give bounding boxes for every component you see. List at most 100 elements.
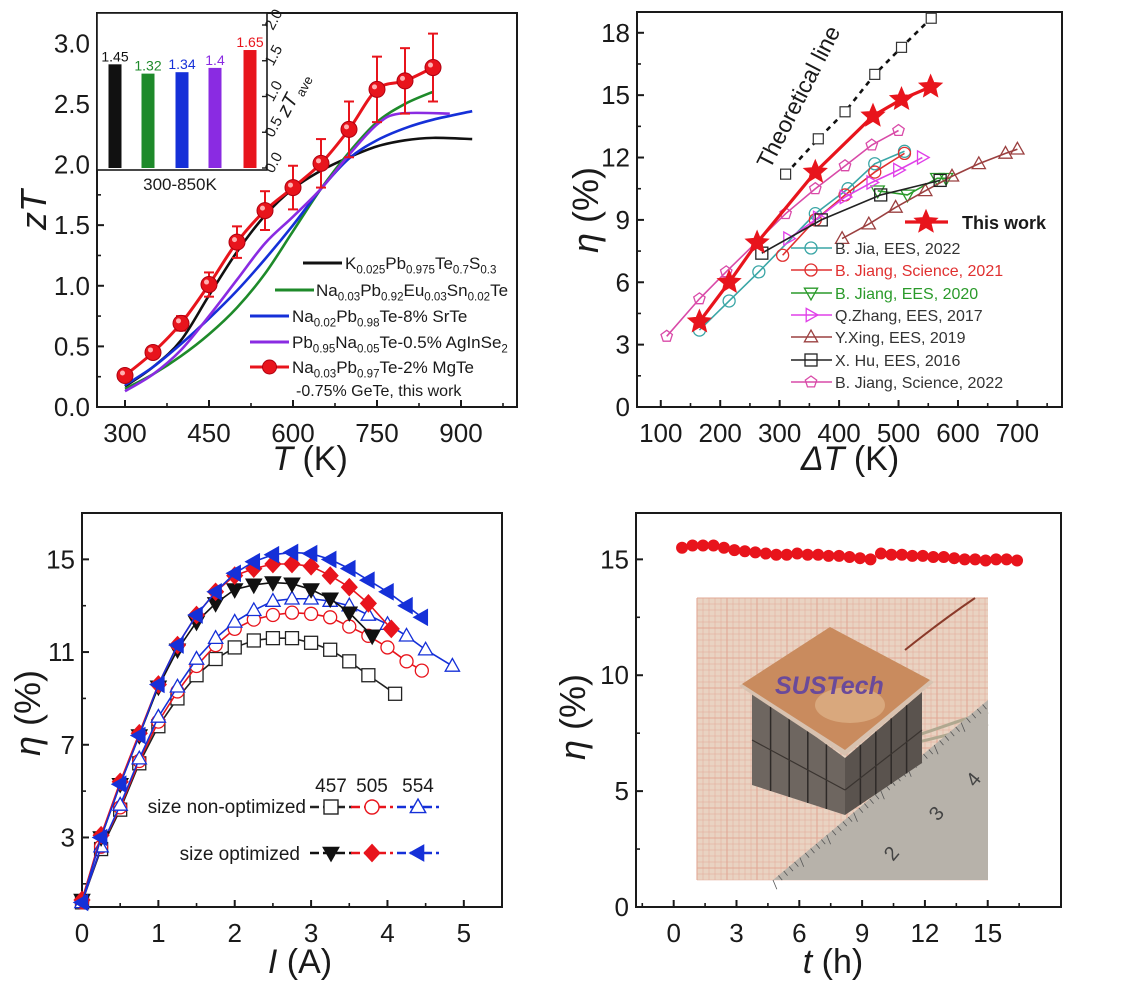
x-tick-label: 6 (792, 918, 806, 948)
legend-label: B. Jiang, Science, 2021 (835, 263, 1003, 280)
data-point-marker (227, 640, 242, 655)
legend-marker (803, 287, 819, 302)
ruler-tick (853, 812, 858, 822)
inset-bar-chart: 0.00.51.01.52.01.451.32 1.34 1.41.65300-85… (96, 6, 316, 194)
ruler-tick (976, 708, 982, 714)
legend-label: Pb0.95Na0.05Te-0.5% AgInSe2 (292, 333, 508, 355)
x-tick-label: 0 (75, 918, 89, 948)
data-point-marker (838, 158, 852, 172)
ruler-tick (810, 848, 815, 854)
data-point-marker (895, 548, 908, 561)
y-tick-label: 10 (600, 660, 629, 690)
legend-marker (804, 241, 818, 255)
legend-marker (262, 359, 277, 375)
ruler-tick (966, 717, 971, 723)
data-point-marker (360, 606, 377, 621)
marker-highlight (260, 205, 265, 211)
theoretical-marker (925, 12, 937, 24)
data-point-marker (244, 552, 261, 571)
data-point-marker (744, 229, 770, 254)
data-point-marker (169, 677, 186, 693)
data-point-marker (397, 596, 413, 615)
ruler-tick (869, 798, 874, 804)
ruler-tick (799, 857, 805, 867)
data-point-marker (1000, 553, 1013, 566)
data-point-marker (834, 230, 850, 245)
data-point-marker (282, 543, 299, 562)
data-point-marker (399, 654, 414, 669)
ruler-tick (842, 821, 848, 827)
legend-column-label: 505 (356, 776, 388, 797)
data-point-marker (206, 582, 222, 601)
data-point-marker (188, 650, 205, 665)
data-point-marker (72, 893, 89, 912)
x-tick-label: 100 (639, 418, 682, 448)
series-line-7 (666, 129, 899, 337)
data-point-marker (759, 547, 772, 560)
legend-marker (323, 799, 339, 815)
x-tick-label: 0 (666, 918, 680, 948)
ruler-tick (944, 735, 950, 741)
plate-reflection (815, 687, 885, 723)
data-point-marker (342, 619, 357, 634)
ruler-tick (821, 839, 826, 845)
data-point-marker (738, 545, 751, 558)
ruler-tick (880, 789, 885, 800)
ruler-tick (923, 753, 928, 759)
data-point-marker (749, 546, 762, 559)
x-tick-label: 5 (457, 918, 471, 948)
leg-row-divider (844, 729, 923, 791)
x-tick-label: 300 (103, 418, 146, 448)
y-tick-label: 1.5 (54, 210, 90, 240)
legend-row-label: size non-optimized (148, 797, 306, 818)
legend-label: K0.025Pb0.975Te0.7S0.3 (345, 254, 496, 276)
marker-highlight (232, 237, 237, 243)
panel-efficiency-vs-current: 0 1 2 3 4 5 3 7 11 15 I (A) η (%) 457 505 554 size non-… (7, 512, 503, 981)
data-point-marker (686, 308, 713, 333)
y-tick-label: 6 (616, 267, 630, 297)
inset-bar-value-label: 1.34 (168, 56, 195, 72)
x-axis-title: t (h) (803, 943, 863, 981)
ruler-tick (794, 861, 799, 867)
data-point-marker (144, 343, 162, 361)
data-point-marker (716, 268, 742, 294)
data-point-marker (692, 292, 706, 305)
data-point-marker (302, 556, 320, 576)
y-tick-label: 12 (601, 143, 630, 173)
data-point-marker (752, 265, 766, 279)
legend-label-line2: -0.75% GeTe, this work (296, 383, 462, 400)
ruler-tick (788, 866, 794, 872)
y-tick-label: 3.0 (54, 28, 90, 58)
panel-efficiency-vs-delta-t: 100 200 300 400 500 600 700 0 3 6 9 12 15 18 ΔT (K) η (… (565, 11, 1063, 478)
ruler-tick (831, 830, 837, 836)
legend-marker (804, 353, 818, 367)
inset-bar (108, 64, 122, 168)
marker-highlight (176, 318, 181, 324)
y-tick-label: 0 (616, 392, 630, 422)
data-point-marker (380, 640, 395, 655)
data-point-marker (110, 775, 127, 794)
legend-label: Q.Zhang, EES, 2017 (835, 308, 983, 325)
legend-label: Na0.03Pb0.97Te-2% MgTe (292, 358, 474, 380)
legend-column-label: 554 (402, 776, 434, 797)
y-tick-label: 0 (615, 892, 629, 922)
data-point-marker (917, 73, 944, 98)
data-point-marker (885, 548, 898, 561)
data-point-marker (91, 828, 108, 847)
legend-marker (804, 375, 818, 388)
data-point-marker (958, 553, 971, 566)
inset-bar (141, 73, 155, 168)
data-point-marker (387, 686, 403, 701)
y-tick-label: 3 (61, 822, 75, 852)
module-side-right (845, 692, 922, 815)
series-line-6 (761, 179, 941, 254)
marker-highlight (400, 75, 405, 81)
data-point-marker (301, 544, 318, 563)
data-point-marker (892, 123, 905, 137)
data-point-marker (868, 157, 882, 171)
data-point-marker (801, 548, 814, 561)
y-tick-label: 15 (600, 544, 629, 574)
data-point-marker (916, 549, 929, 562)
data-point-marker (368, 80, 386, 98)
